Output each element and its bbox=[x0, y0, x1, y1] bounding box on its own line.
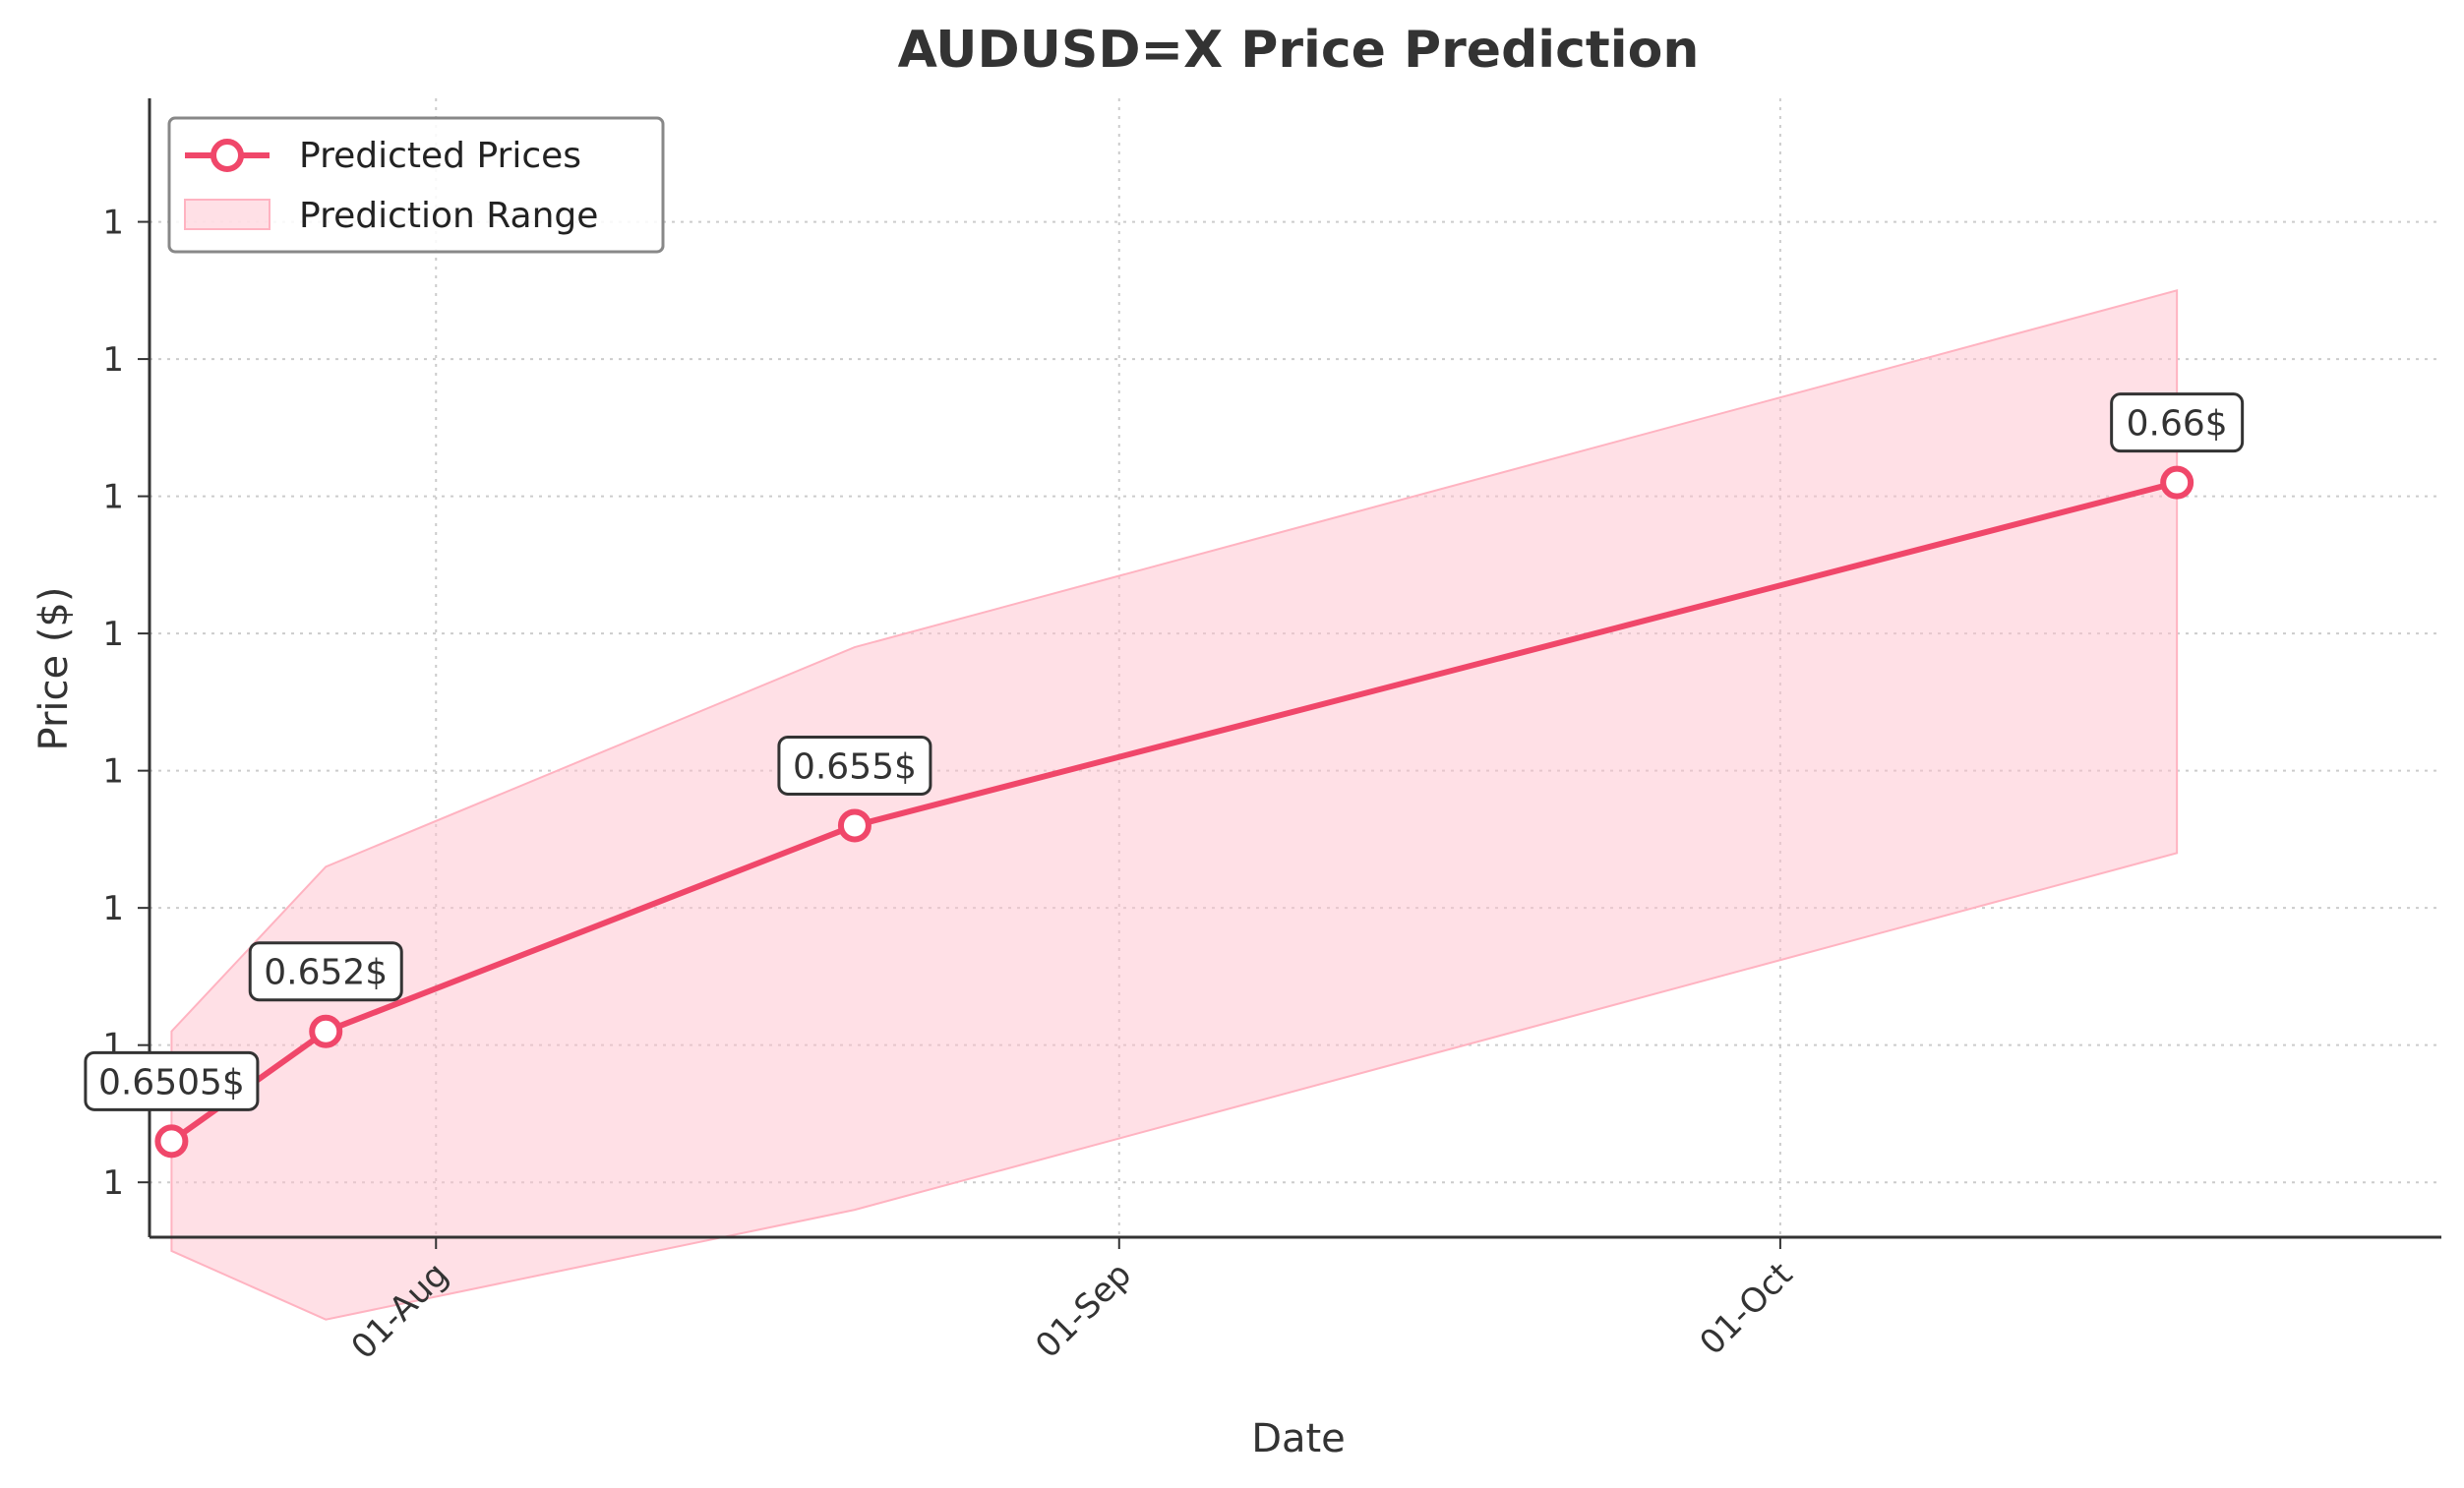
predicted-price-point bbox=[309, 1014, 343, 1048]
x-axis-label: Date bbox=[1251, 1416, 1346, 1461]
y-tick-label: 1 bbox=[102, 204, 124, 243]
legend-band-swatch bbox=[184, 199, 270, 230]
price-annotation-label: 0.6505$ bbox=[98, 1062, 245, 1102]
price-annotation-box bbox=[84, 1050, 260, 1111]
y-tick-label: 1 bbox=[102, 478, 124, 517]
legend-box bbox=[167, 116, 665, 254]
chart-title: AUDUSD=X Price Prediction bbox=[898, 21, 1700, 80]
y-tick-label: 1 bbox=[102, 615, 124, 654]
y-tick-label: 1 bbox=[102, 340, 124, 380]
prediction-range-band-layer bbox=[170, 289, 2179, 1321]
y-tick-label: 1 bbox=[102, 752, 124, 792]
price-annotation-box bbox=[248, 941, 403, 1002]
prediction-range-band bbox=[170, 289, 2179, 1321]
legend-point-marker bbox=[210, 139, 244, 172]
predicted-price-point bbox=[154, 1124, 189, 1159]
price-annotation-label: 0.652$ bbox=[264, 953, 388, 993]
predicted-price-point bbox=[837, 808, 871, 843]
x-tick-label: 01-Oct bbox=[1692, 1255, 1800, 1363]
price-annotation-box bbox=[2110, 392, 2245, 453]
annotations: 0.6505$ 0.652$ 0.655$ 0.66$ bbox=[84, 392, 2245, 1111]
legend: Predicted Prices Prediction Range bbox=[167, 116, 665, 254]
predicted-price-point bbox=[2160, 465, 2194, 500]
x-tick-label: 01-Sep bbox=[1028, 1255, 1139, 1366]
y-tick-label: 1 bbox=[102, 889, 124, 928]
price-annotation-label: 0.66$ bbox=[2127, 404, 2228, 445]
y-axis-label: Price ($) bbox=[31, 587, 77, 751]
y-tick-label: 1 bbox=[102, 1163, 124, 1203]
price-annotation-box bbox=[777, 735, 932, 796]
axes bbox=[148, 98, 2441, 1239]
legend-label-predicted-prices: Predicted Prices bbox=[299, 136, 581, 176]
legend-label-prediction-range: Prediction Range bbox=[299, 196, 598, 236]
price-annotation-label: 0.655$ bbox=[793, 746, 917, 787]
